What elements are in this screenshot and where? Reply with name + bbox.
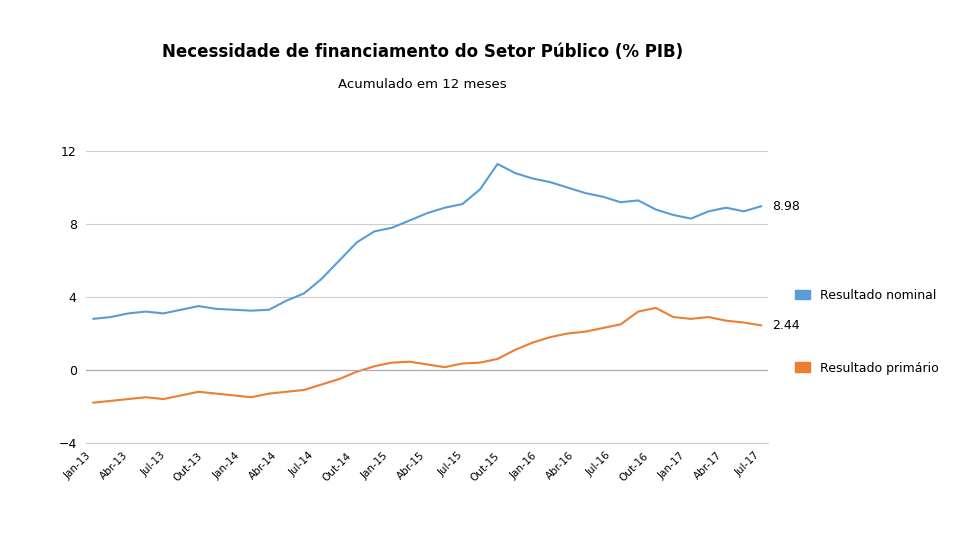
Text: 8.98: 8.98 <box>772 200 800 213</box>
Text: Necessidade de financiamento do Setor Público (% PIB): Necessidade de financiamento do Setor Pú… <box>162 43 683 61</box>
Text: Acumulado em 12 meses: Acumulado em 12 meses <box>338 78 507 91</box>
Text: 2.44: 2.44 <box>772 319 800 332</box>
Legend: Resultado primário: Resultado primário <box>795 362 939 375</box>
